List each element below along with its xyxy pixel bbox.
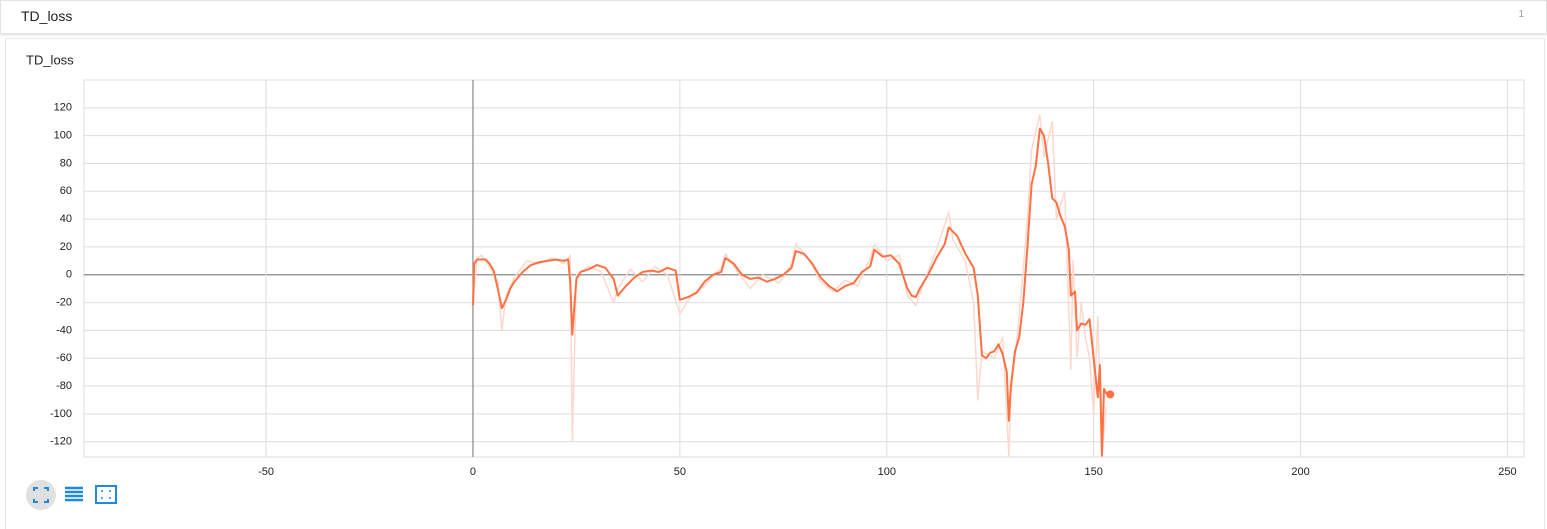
x-tick-label: 100 (878, 466, 896, 478)
x-tick-label: 50 (674, 466, 686, 478)
y-tick-label: -100 (50, 408, 72, 420)
header-title: TD_loss (21, 8, 73, 24)
log-button[interactable] (65, 486, 83, 502)
y-tick-label: 80 (60, 157, 72, 169)
fit-icon (33, 487, 49, 503)
y-tick-label: -80 (56, 380, 72, 392)
toolbar (26, 480, 117, 510)
header-count: 1 (1518, 9, 1524, 20)
chart-title: TD_loss (26, 52, 74, 67)
y-tick-label: -20 (56, 296, 72, 308)
y-tick-label: 100 (54, 130, 72, 142)
y-tick-label: -60 (56, 352, 72, 364)
header[interactable]: TD_loss 1 (0, 0, 1547, 34)
x-tick-label: -50 (258, 466, 274, 478)
series-line (472, 114, 1107, 457)
x-tick-label: 250 (1498, 466, 1516, 478)
grid: -120 -100 -80 -60 -40 -20 0 20 40 60 80 100 120 -50 0 5… (50, 79, 1525, 478)
fit-button[interactable] (26, 480, 56, 510)
y-tick-label: 60 (60, 185, 72, 197)
y-tick-label: 0 (66, 269, 72, 281)
y-tick-label: 20 (60, 241, 72, 253)
plot-border (83, 79, 1525, 458)
x-tick-label: 150 (1084, 466, 1102, 478)
y-tick-label: -120 (50, 436, 72, 448)
y-tick-label: 120 (54, 102, 72, 114)
y-tick-label: -40 (56, 324, 72, 336)
zoom-button[interactable] (95, 485, 117, 504)
series-line (471, 127, 1111, 457)
x-tick-label: 200 (1291, 466, 1309, 478)
last-point (1106, 390, 1115, 399)
x-tick-label: 0 (470, 466, 476, 478)
y-tick-label: 40 (60, 213, 72, 225)
zoom-icon (101, 490, 111, 499)
card (5, 38, 1545, 529)
plot (471, 114, 1111, 457)
